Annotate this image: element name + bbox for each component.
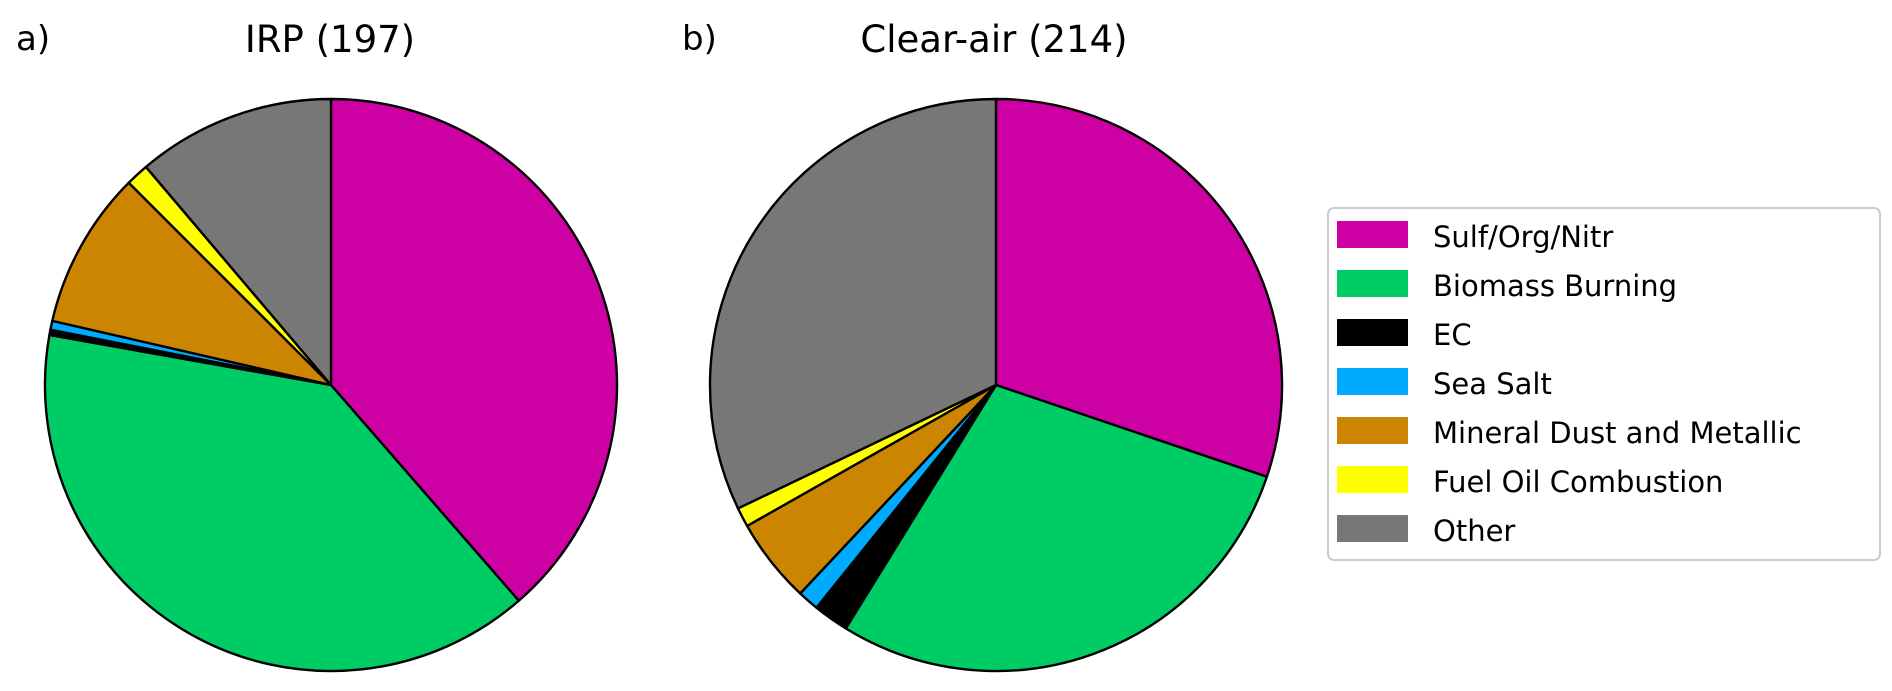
pie-a-slice-other [144, 97, 333, 387]
legend-label-mineral-dust-and-metallic: Mineral Dust and Metallic [1433, 416, 1802, 450]
legend-label-biomass-burning: Biomass Burning [1433, 269, 1677, 303]
legend-label-sulf-org-nitr: Sulf/Org/Nitr [1433, 220, 1613, 254]
legend-frame [1327, 207, 1881, 561]
pie-b [708, 97, 1284, 673]
legend-swatch-sulf-org-nitr [1337, 221, 1408, 248]
panel-label-b: b) [682, 19, 717, 59]
pie-b-slice-biomass-burning [844, 383, 1269, 673]
pie-title-b: Clear-air (214) [860, 18, 1127, 61]
legend-label-sea-salt: Sea Salt [1433, 367, 1552, 401]
pie-panel-a: a) IRP (197) [16, 18, 619, 673]
pie-a-slice-biomass-burning [43, 333, 520, 673]
pie-title-a: IRP (197) [245, 18, 415, 61]
legend-swatch-sea-salt [1337, 368, 1408, 395]
legend: Sulf/Org/Nitr Biomass Burning EC Sea Salt Mi… [1327, 207, 1881, 561]
legend-swatch-other [1337, 515, 1408, 542]
legend-swatch-ec [1337, 319, 1408, 346]
legend-label-ec: EC [1433, 318, 1472, 352]
pie-a-slice-sulf-org-nitr [329, 97, 619, 602]
legend-swatch-biomass-burning [1337, 270, 1408, 297]
pie-a-slice-mineral-dust-and-metallic [51, 181, 333, 387]
panel-label-a: a) [16, 19, 50, 59]
legend-swatch-mineral-dust-and-metallic [1337, 417, 1408, 444]
pie-a [43, 97, 619, 673]
legend-label-other: Other [1433, 514, 1515, 548]
legend-label-fuel-oil-combustion: Fuel Oil Combustion [1433, 465, 1723, 499]
pie-b-slice-other [708, 97, 998, 510]
legend-items: Sulf/Org/Nitr Biomass Burning EC Sea Salt Mi… [1337, 220, 1802, 548]
pie-panel-b: b) Clear-air (214) [682, 18, 1284, 673]
legend-swatch-fuel-oil-combustion [1337, 466, 1408, 493]
pie-b-slice-sulf-org-nitr [994, 97, 1284, 478]
